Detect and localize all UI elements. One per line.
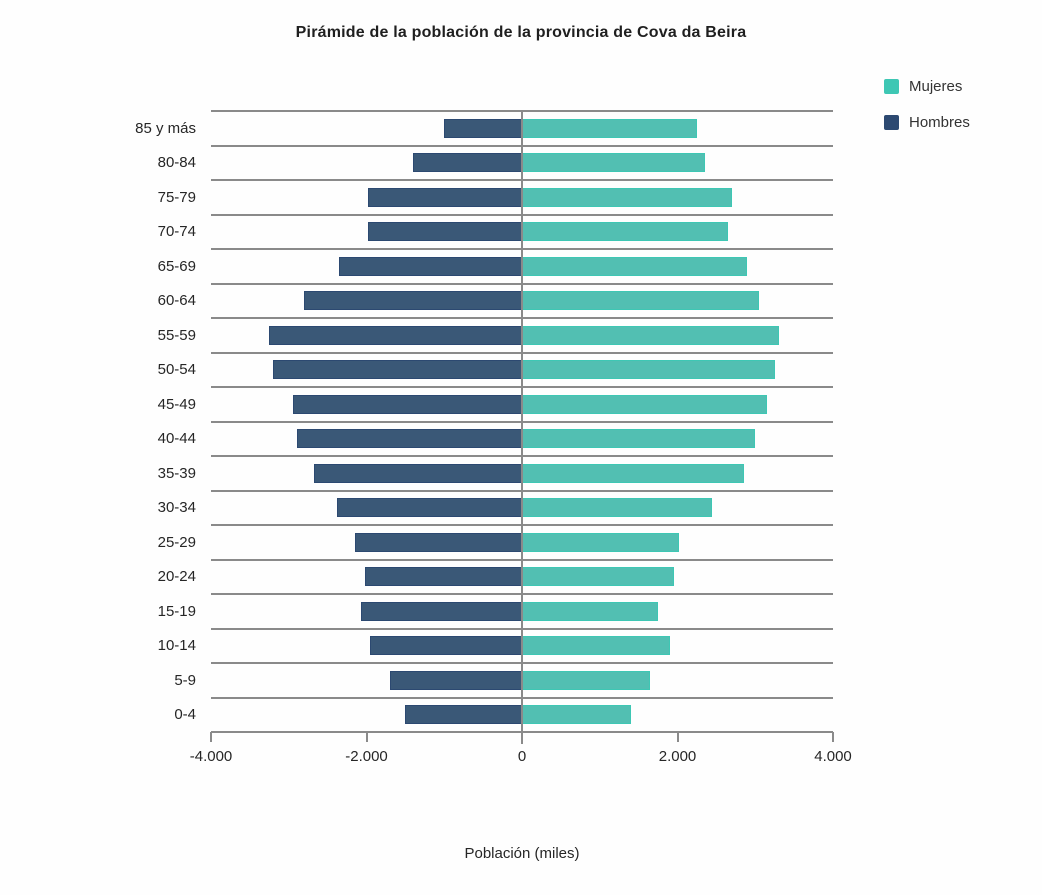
bar-hombres-0-4 xyxy=(405,705,522,725)
legend-item-mujeres[interactable]: Mujeres xyxy=(884,78,970,95)
bar-mujeres-35-39 xyxy=(522,463,744,483)
age-group-label-65-69: 65-69 xyxy=(157,257,196,275)
bar-hombres-5-9 xyxy=(389,670,522,690)
bar-hombres-35-39 xyxy=(314,463,522,483)
age-group-label-40-44: 40-44 xyxy=(157,430,196,448)
bar-hombres-45-49 xyxy=(292,394,522,414)
age-group-label-70-74: 70-74 xyxy=(157,223,196,241)
zero-axis-line xyxy=(521,111,523,744)
legend-item-hombres[interactable]: Hombres xyxy=(884,114,970,131)
plot-area xyxy=(211,110,833,744)
x-tick-label-2-000: 2.000 xyxy=(658,748,697,765)
bar-hombres-80-84 xyxy=(413,153,522,173)
bar-mujeres-20-24 xyxy=(522,567,674,587)
bar-hombres-40-44 xyxy=(296,429,522,449)
bar-mujeres-5-9 xyxy=(522,670,651,690)
y-axis-labels: 85 y más 80-84 75-79 70-74 65-69 60-64 55-59 50… xyxy=(0,111,196,732)
bar-mujeres-0-4 xyxy=(522,705,631,725)
bar-mujeres-75-79 xyxy=(522,187,732,207)
age-group-label-50-54: 50-54 xyxy=(157,361,196,379)
age-group-label-60-64: 60-64 xyxy=(157,292,196,310)
x-axis-title: Población (miles) xyxy=(464,845,580,862)
bar-mujeres-15-19 xyxy=(522,601,659,621)
legend-label-mujeres: Mujeres xyxy=(909,78,963,95)
bar-mujeres-80-84 xyxy=(522,153,705,173)
x-tick-mark xyxy=(210,732,212,742)
age-group-label-20-24: 20-24 xyxy=(157,568,196,586)
age-group-label-10-14: 10-14 xyxy=(157,637,196,655)
age-group-label-30-34: 30-34 xyxy=(157,499,196,517)
bar-mujeres-40-44 xyxy=(522,429,756,449)
bar-hombres-15-19 xyxy=(360,601,522,621)
age-group-label-80-84: 80-84 xyxy=(157,154,196,172)
bar-mujeres-85-y-m-s xyxy=(522,118,697,138)
bar-hombres-10-14 xyxy=(370,636,522,656)
bar-hombres-70-74 xyxy=(368,222,522,242)
x-tick-label-4-000: -4.000 xyxy=(189,748,233,765)
bar-hombres-30-34 xyxy=(337,498,522,518)
legend-label-hombres: Hombres xyxy=(909,114,970,131)
x-tick-label-4-000: 4.000 xyxy=(814,748,852,765)
legend-swatch-mujeres-icon xyxy=(884,79,899,94)
bar-hombres-75-79 xyxy=(368,187,522,207)
age-group-label-55-59: 55-59 xyxy=(157,326,196,344)
age-group-label-35-39: 35-39 xyxy=(157,464,196,482)
bar-hombres-55-59 xyxy=(269,325,522,345)
bar-mujeres-45-49 xyxy=(522,394,767,414)
bar-mujeres-50-54 xyxy=(522,360,775,380)
bar-hombres-50-54 xyxy=(273,360,522,380)
bar-hombres-25-29 xyxy=(354,532,522,552)
x-axis: -4.000 -2.000 0 2.000 4.000 xyxy=(190,732,852,777)
x-tick-mark xyxy=(365,732,368,742)
x-tick-label-0: 0 xyxy=(517,748,527,765)
age-group-label-0-4: 0-4 xyxy=(174,706,196,724)
bar-hombres-20-24 xyxy=(364,567,522,587)
bar-mujeres-10-14 xyxy=(522,636,670,656)
bar-mujeres-25-29 xyxy=(522,532,680,552)
bar-hombres-60-64 xyxy=(304,291,522,311)
age-group-label-25-29: 25-29 xyxy=(157,533,196,551)
age-group-label-75-79: 75-79 xyxy=(157,188,196,206)
bar-mujeres-55-59 xyxy=(522,325,779,345)
age-group-label-45-49: 45-49 xyxy=(157,395,196,413)
x-tick-mark xyxy=(832,732,834,742)
bar-hombres-85-y-m-s xyxy=(444,118,522,138)
bar-mujeres-70-74 xyxy=(522,222,729,242)
age-group-label-5-9: 5-9 xyxy=(174,671,196,689)
legend: Mujeres Hombres xyxy=(884,78,970,150)
age-group-label-15-19: 15-19 xyxy=(157,602,196,620)
x-tick-label-2-000: -2.000 xyxy=(345,748,388,765)
bar-mujeres-30-34 xyxy=(522,498,713,518)
bar-hombres-65-69 xyxy=(339,256,522,276)
x-tick-mark xyxy=(676,732,679,742)
chart-title: Pirámide de la población de la provincia… xyxy=(295,24,747,41)
bar-mujeres-60-64 xyxy=(522,291,760,311)
bar-mujeres-65-69 xyxy=(522,256,748,276)
age-group-label-85-y-m-s: 85 y más xyxy=(135,119,196,137)
legend-swatch-hombres-icon xyxy=(884,115,899,130)
